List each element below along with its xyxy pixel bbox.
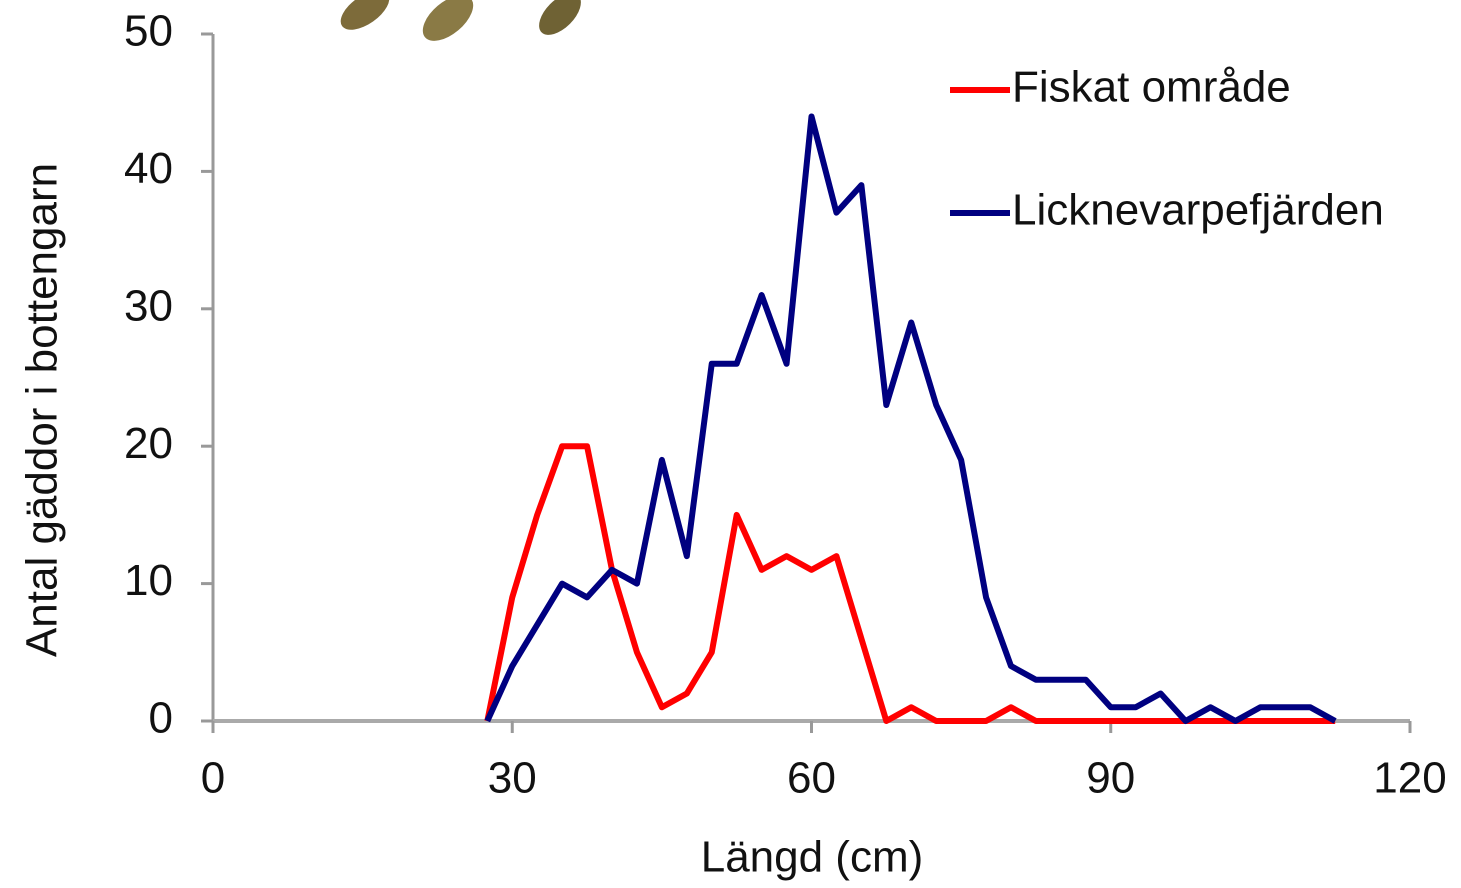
y-tick-label: 20 — [124, 419, 173, 468]
series-line — [484, 443, 1336, 724]
x-tick-label: 0 — [201, 754, 225, 803]
x-tick-label: 60 — [787, 754, 836, 803]
y-tick-label: 10 — [124, 556, 173, 605]
x-tick-label: 90 — [1086, 754, 1135, 803]
x-tick-label: 120 — [1373, 754, 1446, 803]
y-tick-label: 0 — [149, 694, 173, 743]
legend-label: Fiskat område — [1012, 63, 1291, 112]
fish-decoration — [340, 0, 581, 41]
series-line — [484, 113, 1337, 724]
y-tick-label: 40 — [124, 144, 173, 193]
x-tick-label: 30 — [488, 754, 537, 803]
y-axis-title: Antal gäddor i bottengarn — [18, 163, 67, 657]
legend-label: Licknevarpefjärden — [1012, 186, 1384, 235]
y-tick-label: 50 — [124, 7, 173, 56]
x-axis-title: Längd (cm) — [701, 833, 924, 882]
y-tick-label: 30 — [124, 281, 173, 330]
